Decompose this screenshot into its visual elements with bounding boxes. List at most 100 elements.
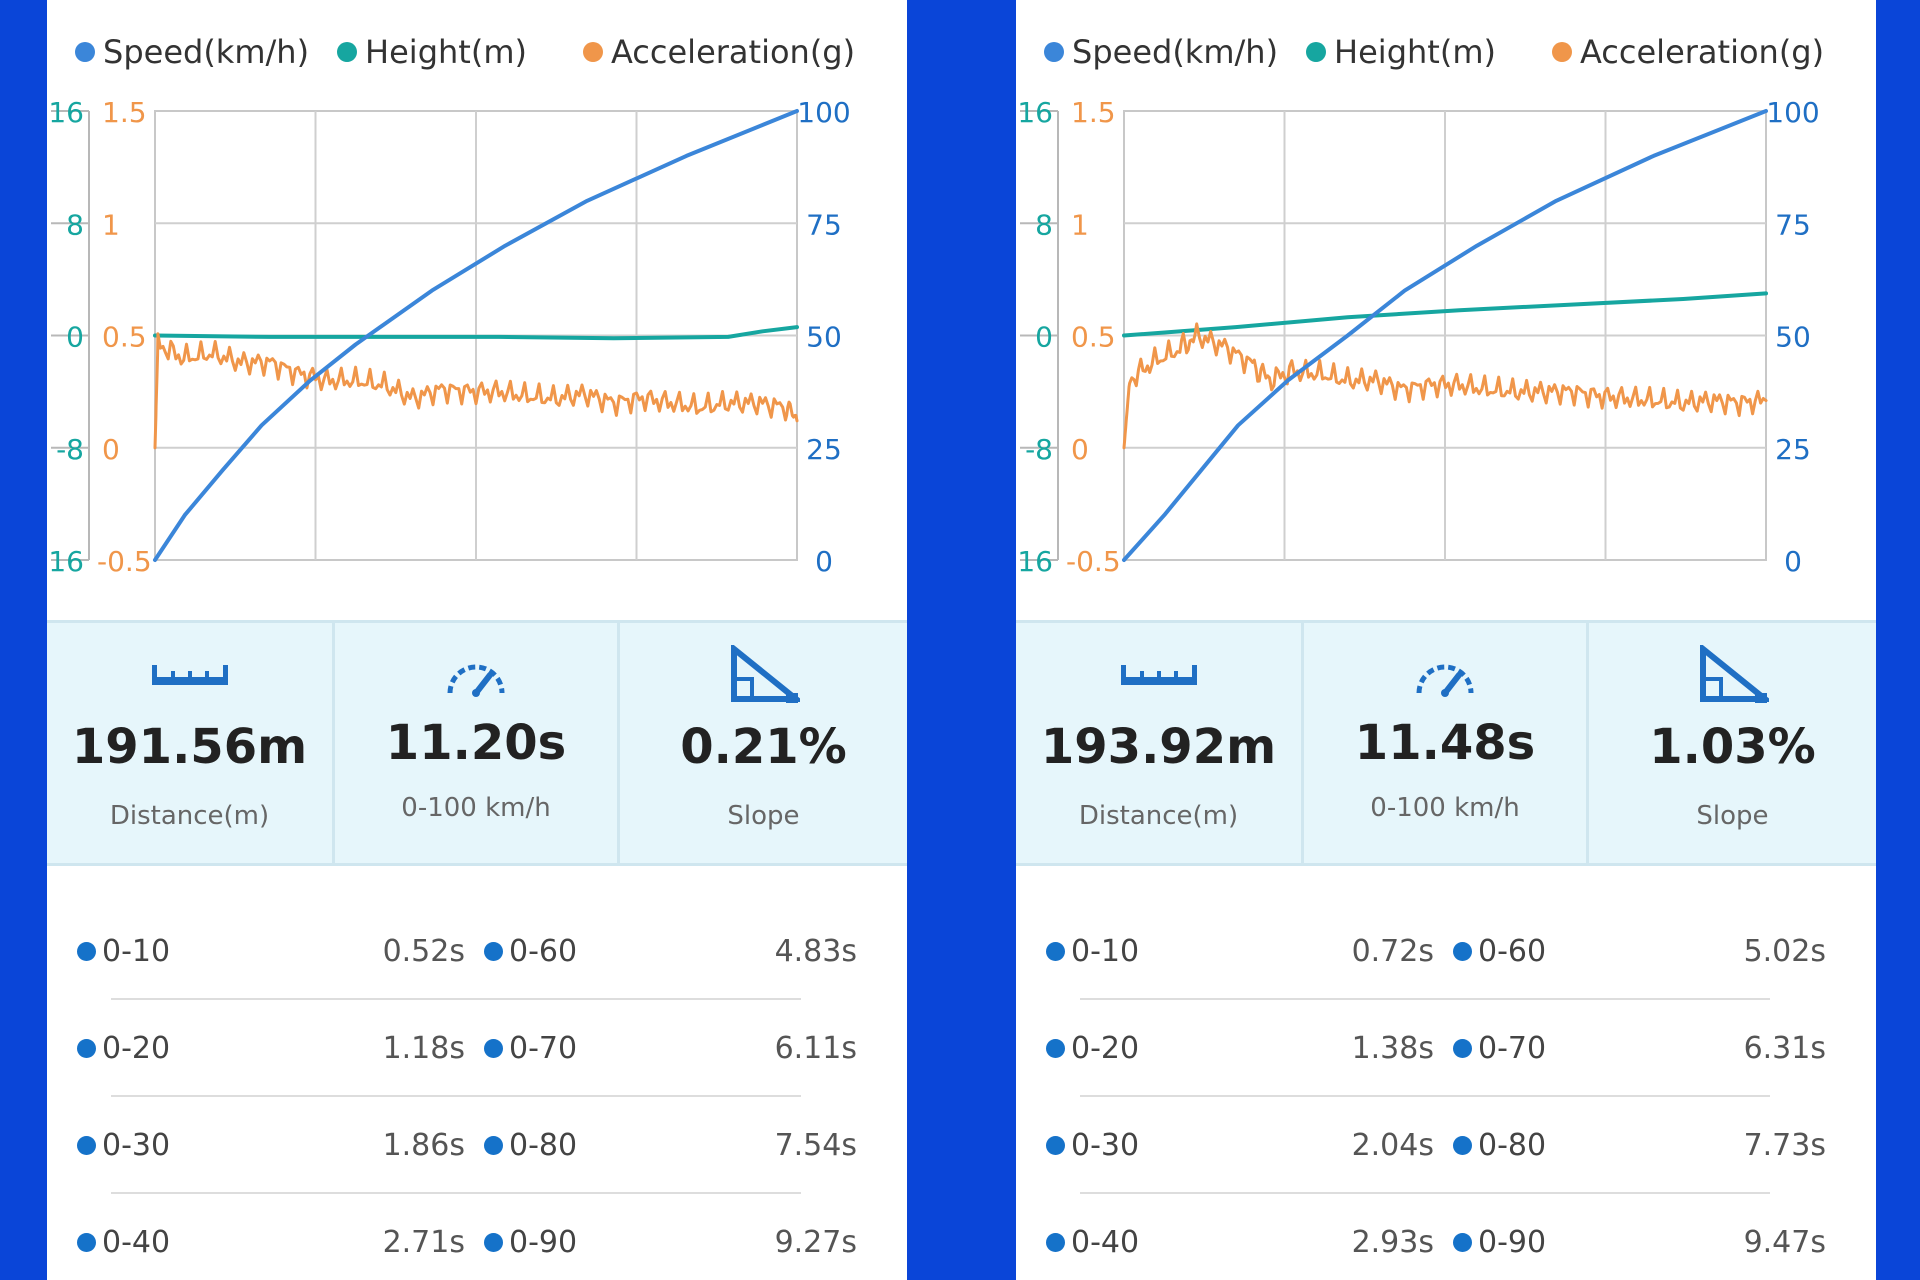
speed-legend-dot xyxy=(1044,42,1064,62)
height-tick-label: 0 xyxy=(1035,321,1053,354)
legend-acceleration: Acceleration(g) xyxy=(582,33,856,71)
split-right-label: 0-80 xyxy=(1453,1115,1546,1175)
speed-tick-label: 75 xyxy=(1775,208,1811,241)
acceleration-time-stat: 11.20s 0-100 km/h xyxy=(335,623,617,863)
legend-acceleration: Acceleration(g) xyxy=(1551,33,1825,71)
speed-legend-dot xyxy=(75,42,95,62)
speedometer-icon xyxy=(447,664,505,697)
legend-height: Height(m) xyxy=(1306,33,1496,71)
speed-tick-label: 75 xyxy=(806,208,842,241)
bullet-icon xyxy=(77,1038,96,1058)
split-time-row: 0-30 2.04s 0-80 7.73s xyxy=(1016,1115,1876,1175)
bullet-icon xyxy=(1453,941,1472,961)
slope-value: 0.21% xyxy=(680,719,847,775)
bullet-icon xyxy=(484,1232,503,1252)
slope-icon xyxy=(1699,645,1769,703)
row-divider xyxy=(111,1192,801,1194)
row-divider xyxy=(1080,1192,1770,1194)
bullet-icon xyxy=(1453,1135,1472,1155)
split-right-range: 0-80 xyxy=(509,1127,578,1163)
stat-divider xyxy=(1586,623,1589,863)
speed-tick-label: 0 xyxy=(815,545,833,575)
zero-to-hundred-value: 11.48s xyxy=(1354,715,1536,771)
distance-stat: 191.56m Distance(m) xyxy=(47,623,332,863)
slope-label: Slope xyxy=(727,801,800,831)
split-left-range: 0-30 xyxy=(1071,1127,1140,1163)
bullet-icon xyxy=(484,1135,503,1155)
split-right-range: 0-90 xyxy=(1478,1224,1547,1260)
split-right-value: 6.31s xyxy=(1743,1030,1826,1066)
split-left-range: 0-30 xyxy=(102,1127,171,1163)
bullet-icon xyxy=(77,941,96,961)
split-left-label: 0-10 xyxy=(1046,921,1139,981)
split-left-label: 0-40 xyxy=(1046,1212,1139,1272)
split-right-value: 6.11s xyxy=(774,1030,857,1066)
height-legend-dot xyxy=(1306,42,1327,62)
speed-tick-label: 25 xyxy=(1775,433,1811,466)
legend-speed: Speed(km/h) xyxy=(75,33,309,71)
summary-stats: 193.92m Distance(m) 11.48s 0-100 km/h 1.… xyxy=(1016,620,1876,866)
split-left-label: 0-40 xyxy=(77,1212,170,1272)
distance-label: Distance(m) xyxy=(109,801,270,831)
split-time-row: 0-40 2.93s 0-90 9.47s xyxy=(1016,1212,1876,1272)
distance-stat: 193.92m Distance(m) xyxy=(1016,623,1301,863)
split-right-value: 4.83s xyxy=(774,933,857,969)
split-left-label: 0-20 xyxy=(1046,1018,1139,1078)
split-time-row: 0-40 2.71s 0-90 9.27s xyxy=(47,1212,907,1272)
height-legend-dot xyxy=(337,42,358,62)
split-left-value: 1.38s xyxy=(1351,1030,1434,1066)
split-right-range: 0-80 xyxy=(1478,1127,1547,1163)
speed-tick-label: 100 xyxy=(797,96,850,129)
speed-tick-label: 100 xyxy=(1766,96,1819,129)
speed-tick-label: 25 xyxy=(806,433,842,466)
performance-chart: 16 8 0 -8 -16 1.5 1 0.5 0 -0.5 100 75 50 25 0 xyxy=(47,95,907,575)
split-left-label: 0-30 xyxy=(77,1115,170,1175)
height-tick-label: 16 xyxy=(48,96,84,129)
split-right-label: 0-60 xyxy=(1453,921,1546,981)
split-right-value: 9.27s xyxy=(774,1224,857,1260)
speed-tick-label: 50 xyxy=(806,321,842,354)
split-left-value: 1.86s xyxy=(382,1127,465,1163)
legend-speed: Speed(km/h) xyxy=(1044,33,1278,71)
height-tick-label: -8 xyxy=(1025,433,1053,466)
split-time-row: 0-30 1.86s 0-80 7.54s xyxy=(47,1115,907,1175)
slope-stat: 0.21% Slope xyxy=(620,623,907,863)
row-divider xyxy=(1080,998,1770,1000)
legend-height-label: Height(m) xyxy=(1334,33,1496,71)
bullet-icon xyxy=(484,941,503,961)
bullet-icon xyxy=(484,1038,503,1058)
acceleration-tick-label: 1 xyxy=(1071,208,1089,241)
split-time-row: 0-20 1.38s 0-70 6.31s xyxy=(1016,1018,1876,1078)
height-tick-label: 8 xyxy=(66,208,84,241)
slope-label: Slope xyxy=(1696,801,1769,831)
split-right-range: 0-60 xyxy=(1478,933,1547,969)
speed-series-line xyxy=(153,109,799,562)
distance-label: Distance(m) xyxy=(1078,801,1239,831)
split-left-value: 1.18s xyxy=(382,1030,465,1066)
acceleration-tick-label: 1.5 xyxy=(1071,96,1116,129)
performance-chart-svg: 16 8 0 -8 -16 1.5 1 0.5 0 -0.5 100 75 50 25 0 xyxy=(1016,96,1820,575)
acceleration-tick-label: 0 xyxy=(1071,433,1089,466)
bullet-icon xyxy=(1046,1135,1065,1155)
split-right-range: 0-70 xyxy=(509,1030,578,1066)
split-right-label: 0-70 xyxy=(1453,1018,1546,1078)
speed-series-line xyxy=(1122,109,1768,562)
height-tick-label: 16 xyxy=(1017,96,1053,129)
acceleration-tick-label: 0 xyxy=(102,433,120,466)
legend-acceleration-label: Acceleration(g) xyxy=(1579,33,1825,71)
split-left-value: 2.71s xyxy=(382,1224,465,1260)
split-right-range: 0-60 xyxy=(509,933,578,969)
speed-tick-label: 0 xyxy=(1784,545,1802,575)
bullet-icon xyxy=(1046,941,1065,961)
split-right-label: 0-60 xyxy=(484,921,577,981)
acceleration-legend-dot xyxy=(1551,42,1572,62)
bullet-icon xyxy=(1046,1038,1065,1058)
split-left-label: 0-30 xyxy=(1046,1115,1139,1175)
acceleration-tick-label: -0.5 xyxy=(97,545,152,575)
ruler-icon xyxy=(151,665,228,685)
row-divider xyxy=(111,998,801,1000)
legend-acceleration-label: Acceleration(g) xyxy=(610,33,856,71)
stat-divider xyxy=(1301,623,1304,863)
split-right-range: 0-90 xyxy=(509,1224,578,1260)
legend-speed-label: Speed(km/h) xyxy=(103,33,310,71)
